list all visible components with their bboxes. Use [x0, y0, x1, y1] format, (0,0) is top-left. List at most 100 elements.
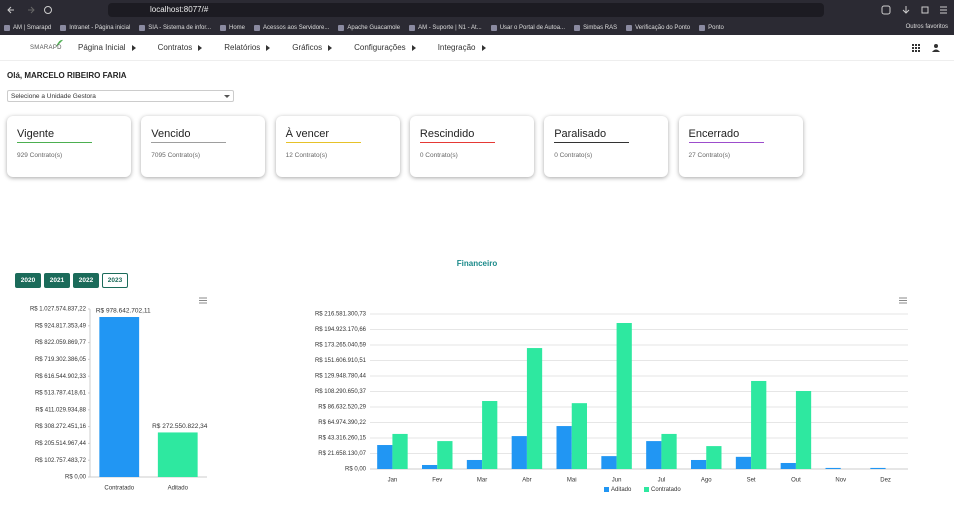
card-title: À vencer	[285, 128, 361, 143]
bar	[157, 432, 198, 477]
bookmark[interactable]: Verificação do Ponto	[626, 25, 690, 31]
year-button[interactable]: 2022	[73, 273, 99, 288]
nav-icons[interactable]	[910, 42, 944, 54]
bookmark[interactable]: Apache Guacamole	[338, 25, 400, 31]
menu-item[interactable]: Relatórios	[224, 43, 271, 52]
bookmark[interactable]: AM | Smarapd	[4, 25, 51, 31]
bar	[482, 401, 498, 469]
x-tick-label: Aditado	[168, 486, 189, 492]
x-tick-label: Jan	[388, 478, 398, 484]
url: localhost:8077/#	[150, 5, 209, 14]
bookmark-icon	[139, 25, 146, 31]
bar	[661, 433, 677, 469]
year-button[interactable]: 2023	[102, 273, 128, 288]
menu-caret	[266, 44, 271, 51]
legend-label: Contratado	[651, 487, 681, 493]
legend-swatch	[604, 487, 609, 492]
bookmark-label: Acessos aos Servidore...	[263, 25, 330, 31]
menu-item[interactable]: Página Inicial	[78, 43, 136, 52]
bookmark-icon	[338, 25, 345, 31]
y-tick-label: R$ 151.606.910,51	[315, 358, 367, 364]
bookmark[interactable]: SIA - Sistema de infor...	[139, 25, 211, 31]
status-card[interactable]: Vencido 7095 Contrato(s)	[141, 116, 266, 177]
bookmark[interactable]: AM - Suporte | N1 - At...	[409, 25, 482, 31]
y-tick-label: R$ 1.027.574.837,22	[30, 307, 87, 313]
x-tick-label: Nov	[835, 478, 846, 484]
menu-caret	[131, 44, 136, 51]
bookmark[interactable]: Acessos aos Servidore...	[254, 25, 329, 31]
year-button[interactable]: 2020	[15, 273, 41, 288]
nav-buttons[interactable]	[6, 4, 56, 16]
bar	[466, 459, 483, 469]
y-tick-label: R$ 0,00	[65, 475, 87, 481]
bar	[825, 467, 841, 469]
menu-item[interactable]: Configurações	[354, 43, 416, 52]
other-bookmarks[interactable]: Outros favoritos	[905, 24, 948, 30]
bookmark[interactable]: Home	[220, 25, 245, 31]
year-button[interactable]: 2021	[44, 273, 70, 288]
status-card[interactable]: Rescindido 0 Contrato(s)	[409, 116, 534, 177]
card-count: 27 Contrato(s)	[688, 152, 731, 159]
x-tick-label: Mai	[567, 478, 577, 484]
y-tick-label: R$ 616.544.902,33	[35, 374, 87, 380]
bookmark-label: Verificação do Ponto	[635, 25, 691, 31]
value-label: R$ 978.642.702,11	[96, 308, 151, 315]
bar	[646, 441, 662, 469]
y-tick-label: R$ 64.974.390,22	[318, 420, 366, 426]
bookmark-label: AM - Suporte | N1 - At...	[418, 25, 482, 31]
y-tick-label: R$ 43.316.260,15	[318, 436, 366, 442]
menu-item[interactable]: Gráficos	[292, 43, 333, 52]
bar	[392, 433, 408, 469]
y-tick-label: R$ 129.948.780,44	[315, 374, 367, 380]
x-tick-label: Ago	[701, 478, 712, 484]
menu-item[interactable]: Contratos	[158, 43, 203, 52]
bookmark-icon	[409, 25, 416, 31]
bookmark-label: Intranet - Página inicial	[69, 25, 131, 31]
card-count: 12 Contrato(s)	[285, 152, 328, 159]
unit-select[interactable]: Selecione a Unidade Gestora	[7, 90, 234, 102]
card-title: Vigente	[17, 128, 92, 143]
chart-menu[interactable]	[199, 297, 207, 304]
card-title: Encerrado	[688, 128, 764, 143]
menu-label: Relatórios	[224, 43, 261, 52]
bookmark-icon	[60, 25, 67, 31]
bar	[437, 441, 453, 469]
bar	[691, 459, 707, 469]
bookmark[interactable]: Intranet - Página inicial	[60, 25, 130, 31]
bookmark[interactable]: Simbas RAS	[574, 25, 617, 31]
menu: Página Inicial Contratos Relatórios Gráfico…	[78, 43, 486, 52]
x-tick-label: Jun	[612, 478, 622, 484]
status-card[interactable]: Vigente 929 Contrato(s)	[7, 116, 131, 177]
x-tick-label: Fev	[432, 478, 442, 484]
bookmark-icon	[220, 25, 226, 31]
x-tick-label: Jul	[658, 478, 666, 484]
menu-label: Contratos	[157, 43, 193, 52]
menu-item[interactable]: Integração	[438, 43, 486, 52]
bookmark[interactable]: Usar o Portal de Autoa...	[490, 25, 566, 31]
bar	[751, 380, 767, 469]
card-title: Paralisado	[554, 128, 630, 143]
menu-label: Integração	[437, 43, 476, 52]
menu-caret	[481, 44, 486, 51]
bookmark[interactable]: Ponto	[699, 25, 724, 31]
status-card[interactable]: Paralisado 0 Contrato(s)	[544, 116, 669, 177]
browser-icons[interactable]	[880, 4, 950, 16]
y-tick-label: R$ 205.514.967,44	[35, 441, 87, 447]
bookmark-icon	[490, 25, 497, 31]
status-card[interactable]: À vencer 12 Contrato(s)	[275, 116, 400, 177]
chart-menu[interactable]	[899, 297, 907, 304]
legend-label: Aditado	[611, 487, 632, 493]
bookmark-icon	[254, 25, 261, 31]
logo[interactable]: SMARAPD	[30, 45, 62, 51]
card-count: 7095 Contrato(s)	[151, 152, 201, 159]
y-tick-label: R$ 411.029.934,88	[35, 407, 86, 413]
bookmark-label: Usar o Portal de Autoa...	[499, 25, 566, 31]
bookmark-label: Simbas RAS	[583, 25, 618, 31]
select-caret	[224, 95, 230, 98]
y-tick-label: R$ 21.658.130,07	[318, 451, 366, 457]
y-tick-label: R$ 513.787.418,61	[35, 391, 87, 397]
bar	[377, 445, 393, 469]
url-bar[interactable]: localhost:8077/#	[108, 3, 824, 17]
y-tick-label: R$ 102.757.483,72	[35, 458, 87, 464]
status-card[interactable]: Encerrado 27 Contrato(s)	[678, 116, 803, 177]
